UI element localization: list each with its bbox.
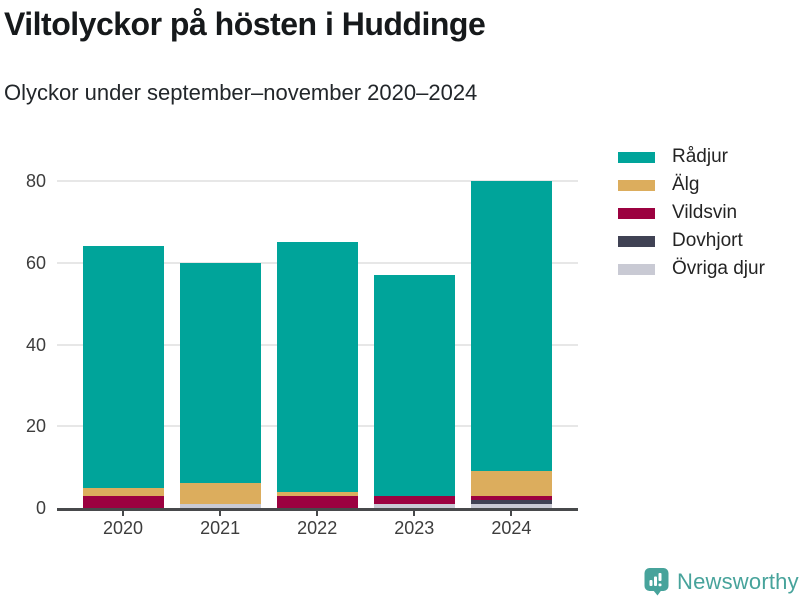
- bar-2021-älg: [179, 483, 261, 504]
- bar-2022-älg: [276, 491, 358, 496]
- bar-2024-övriga-djur: [470, 503, 552, 508]
- legend-swatch: [618, 235, 655, 247]
- legend-item-rådjur: Rådjur: [618, 146, 765, 167]
- legend-label: Älg: [672, 174, 700, 195]
- legend: Rådjur Älg Vildsvin Dovhjort Övriga djur: [618, 146, 765, 287]
- x-tick-label-2024: 2024: [491, 518, 532, 538]
- x-tick-label-2023: 2023: [394, 518, 435, 538]
- x-tick-2021: [219, 511, 222, 516]
- y-tick-label-60: 60: [25, 252, 46, 273]
- legend-item-övriga-djur: Övriga djur: [618, 258, 765, 279]
- bar-2023-vildsvin: [373, 495, 455, 504]
- newsworthy-logo-icon: [644, 568, 669, 596]
- y-tick-label-80: 80: [25, 171, 46, 191]
- bar-2024-vildsvin: [470, 495, 552, 500]
- legend-label: Övriga djur: [672, 258, 765, 279]
- legend-item-älg: Älg: [618, 174, 765, 195]
- legend-swatch: [618, 179, 655, 191]
- x-tick-label-2021: 2021: [200, 518, 241, 538]
- y-tick-label-40: 40: [25, 334, 46, 355]
- plot-area: [57, 150, 578, 511]
- bar-2023-övriga-djur: [373, 503, 455, 508]
- bar-2021-övriga-djur: [179, 503, 261, 508]
- legend-label: Rådjur: [672, 146, 728, 167]
- bar-2024-älg: [470, 471, 552, 496]
- legend-item-vildsvin: Vildsvin: [618, 202, 765, 223]
- x-tick-2023: [413, 511, 416, 516]
- x-tick-2022: [316, 511, 319, 516]
- bar-2022-vildsvin: [276, 495, 358, 508]
- y-tick-label-20: 20: [25, 416, 46, 437]
- y-tick-label-0: 0: [35, 498, 46, 518]
- bar-2023-rådjur: [373, 275, 455, 496]
- chart-title: Viltolyckor på hösten i Huddinge: [4, 6, 486, 42]
- brand-footer: Newsworthy: [644, 567, 799, 596]
- legend-swatch: [618, 151, 655, 163]
- bar-2022-rådjur: [276, 242, 358, 492]
- legend-swatch: [618, 263, 655, 275]
- bar-2020-älg: [82, 487, 164, 496]
- legend-swatch: [618, 207, 655, 219]
- x-tick-label-2022: 2022: [297, 518, 338, 538]
- x-tick-2020: [122, 511, 124, 516]
- x-tick-2024: [510, 511, 513, 516]
- chart-subtitle: Olyckor under september–november 2020–20…: [4, 80, 478, 105]
- legend-label: Dovhjort: [672, 230, 743, 251]
- bar-2024-dovhjort: [470, 499, 552, 504]
- bar-2020-vildsvin: [82, 495, 164, 508]
- gridline-y-80: [57, 180, 578, 182]
- legend-label: Vildsvin: [672, 202, 738, 223]
- bar-2024-rådjur: [470, 181, 552, 472]
- brand-name: Newsworthy: [677, 568, 799, 594]
- x-tick-label-2020: 2020: [102, 518, 144, 538]
- bar-2021-rådjur: [179, 262, 261, 484]
- legend-item-dovhjort: Dovhjort: [618, 230, 765, 251]
- bar-2020-rådjur: [82, 246, 164, 488]
